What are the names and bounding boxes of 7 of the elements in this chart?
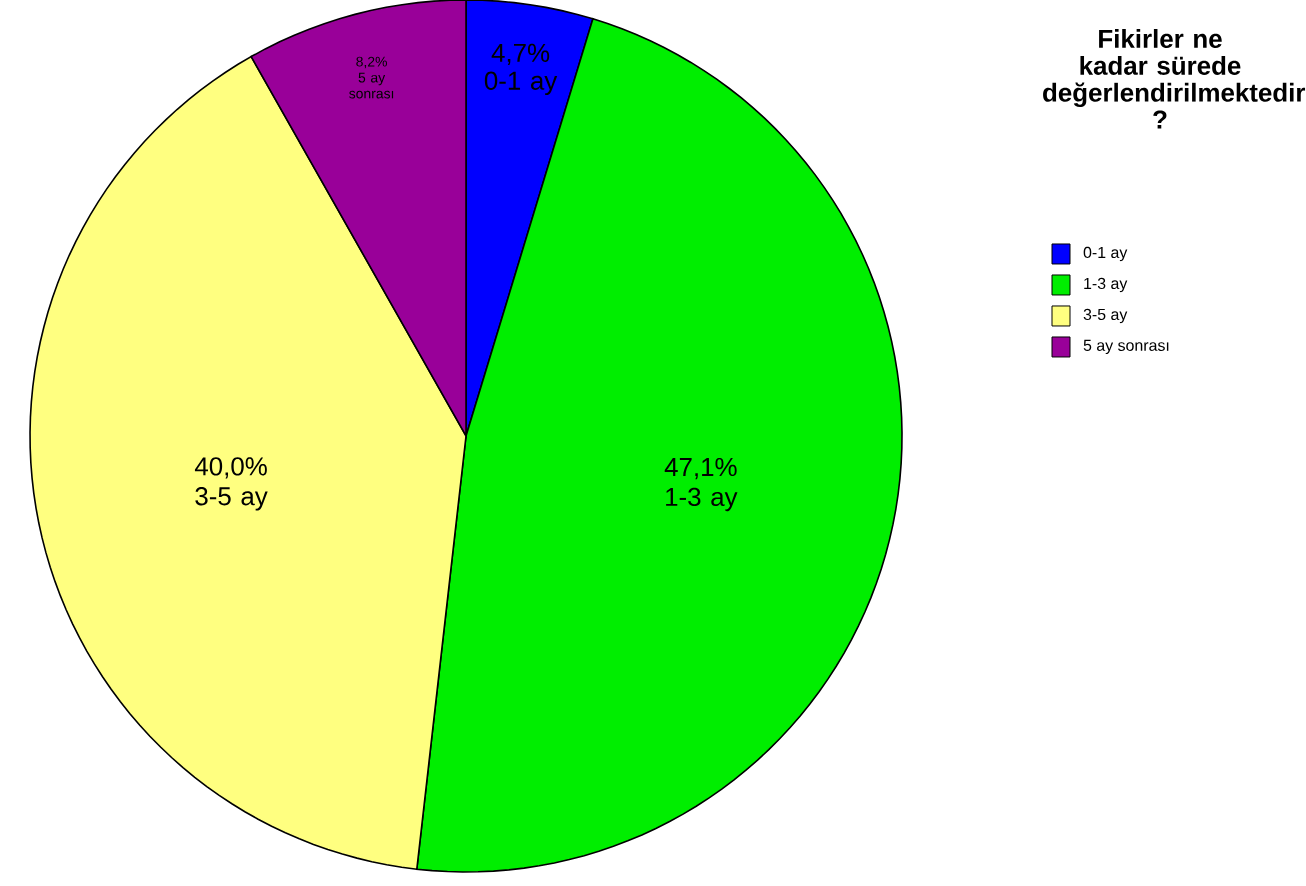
data-label: 47,1% bbox=[664, 457, 737, 480]
slice-label: 1-3 ay bbox=[666, 487, 738, 512]
legend-title: Fikirler ne kadar sürede değerlendirilmektedir ? bbox=[1043, 29, 1306, 129]
slice-label: 3-5 ay bbox=[195, 487, 268, 511]
data-label: 4,7% bbox=[491, 43, 550, 66]
slice-label: 0-1 ay bbox=[484, 71, 558, 95]
data-label: 40,0% bbox=[194, 457, 267, 479]
